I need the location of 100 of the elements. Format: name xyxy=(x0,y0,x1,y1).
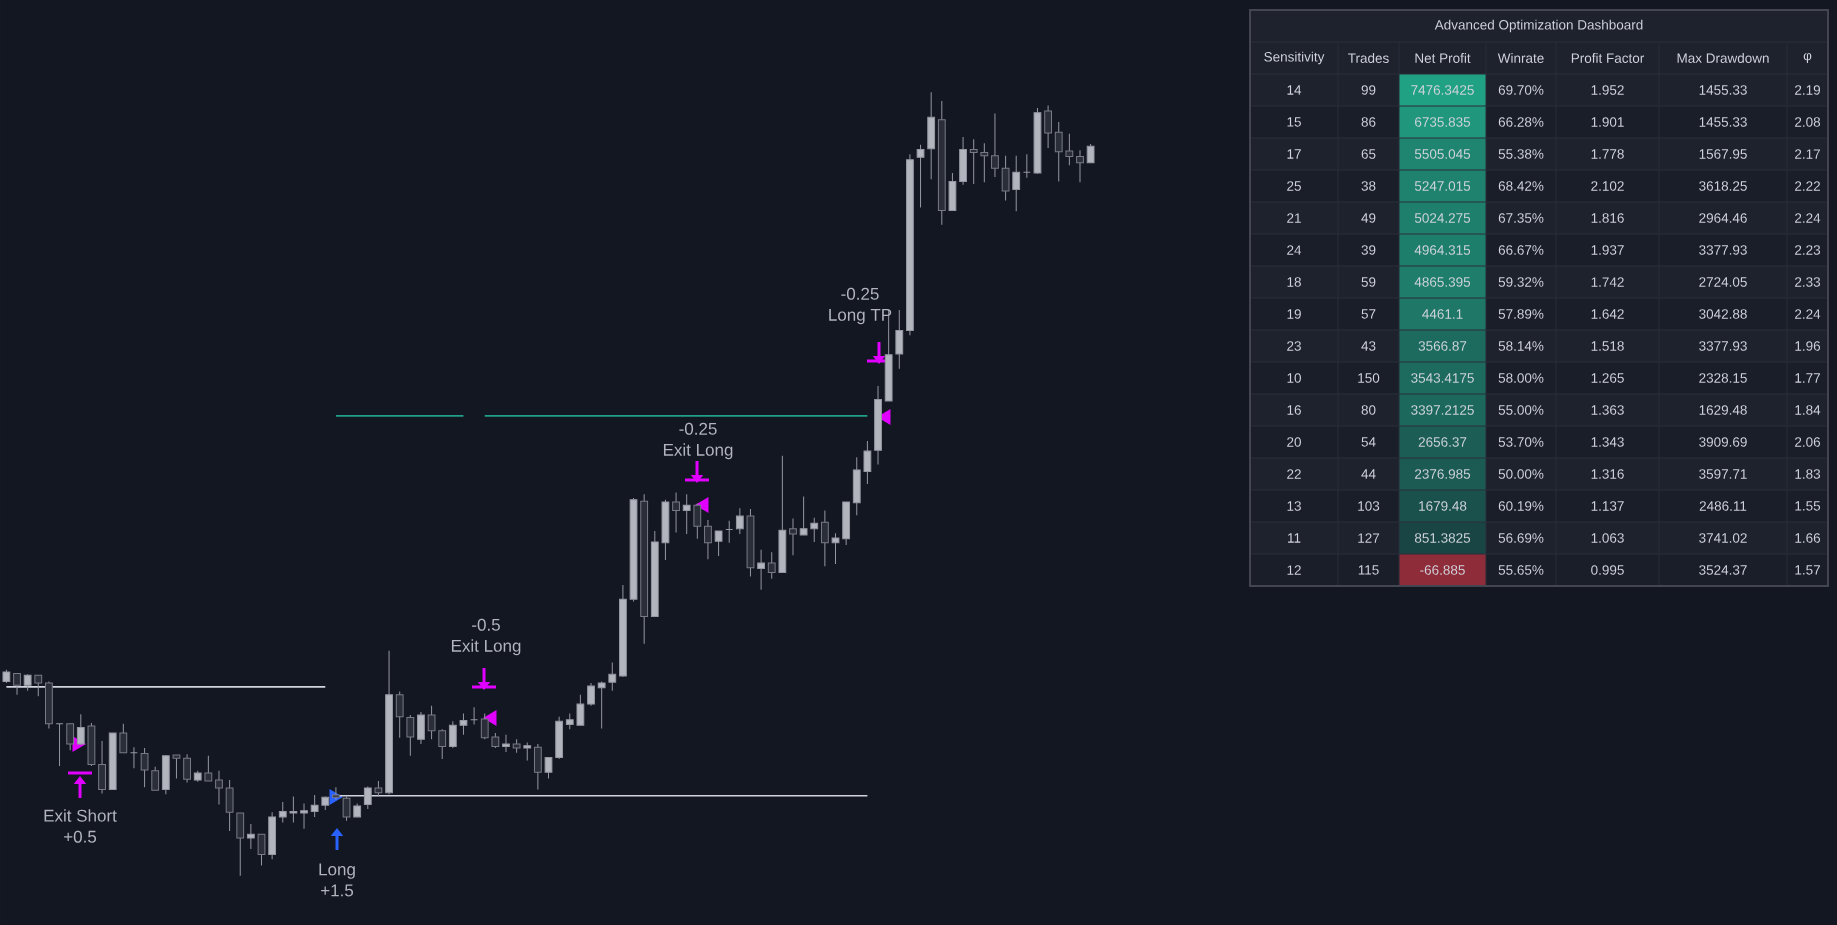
candlestick xyxy=(34,674,43,697)
annotation: Exit Long xyxy=(663,443,733,460)
text: 2964.46 xyxy=(1699,213,1747,223)
candlestick xyxy=(587,682,595,707)
candlestick xyxy=(757,549,765,591)
text: 1.343 xyxy=(1591,437,1624,447)
text: 80 xyxy=(1361,405,1376,415)
candlestick xyxy=(363,785,372,810)
candlestick xyxy=(820,510,829,567)
text: 2.19 xyxy=(1795,85,1821,95)
text: 1.57 xyxy=(1795,565,1820,575)
candlestick xyxy=(502,734,510,753)
text: 5247.015 xyxy=(1414,181,1471,191)
text: Advanced Optimization Dashboard xyxy=(1434,19,1643,33)
text: 19 xyxy=(1287,309,1301,319)
text: 127 xyxy=(1358,533,1380,543)
text: 3741.02 xyxy=(1699,533,1747,543)
candlestick xyxy=(119,723,128,754)
text: 0.995 xyxy=(1591,565,1624,575)
candlestick xyxy=(767,551,776,580)
candlestick xyxy=(682,493,691,535)
text: 1455.33 xyxy=(1699,85,1747,95)
text: 66.67% xyxy=(1498,245,1544,255)
candlestick xyxy=(395,691,404,739)
candlestick xyxy=(1012,155,1021,212)
text: 1.778 xyxy=(1591,149,1624,159)
text: 4461.1 xyxy=(1422,309,1463,319)
text: 1.83 xyxy=(1795,469,1821,479)
candlestick xyxy=(459,713,468,736)
candlestick xyxy=(1076,149,1084,183)
text: 3524.37 xyxy=(1699,565,1747,575)
text: 1567.95 xyxy=(1699,149,1747,159)
candlestick xyxy=(1001,155,1010,201)
text: -66.885 xyxy=(1420,565,1465,575)
candlestick xyxy=(789,517,797,556)
text: 3597.71 xyxy=(1699,469,1747,479)
candlestick xyxy=(576,694,585,726)
text: 2328.15 xyxy=(1699,373,1747,383)
text: 115 xyxy=(1358,565,1379,575)
annotation: -0.25 xyxy=(841,287,879,300)
candlestick xyxy=(257,833,266,866)
text: 68.42% xyxy=(1498,181,1544,191)
text: 1.96 xyxy=(1795,341,1821,351)
text: 103 xyxy=(1358,501,1380,511)
candlestick xyxy=(289,796,298,823)
candlestick xyxy=(544,756,553,780)
text: 14 xyxy=(1287,85,1302,95)
text: 5505.045 xyxy=(1414,149,1471,159)
candlestick xyxy=(810,517,819,543)
text: 2.24 xyxy=(1795,213,1821,223)
text: 50.00% xyxy=(1498,469,1544,479)
candlestick xyxy=(704,519,712,560)
category-label: Max Drawdown xyxy=(1677,53,1769,63)
candlestick xyxy=(406,714,415,757)
annotation: -0.25 xyxy=(679,422,717,435)
candlestick xyxy=(480,713,489,740)
text: 21 xyxy=(1287,213,1301,223)
candlestick xyxy=(799,496,808,536)
text: 58.14% xyxy=(1498,341,1544,351)
candlestick xyxy=(246,823,255,850)
text: 1.518 xyxy=(1591,341,1624,351)
candlestick xyxy=(895,309,904,370)
candlestick xyxy=(310,794,319,818)
candlestick xyxy=(831,532,840,565)
category-label: φ xyxy=(1803,52,1812,64)
text: 65 xyxy=(1361,149,1376,159)
category-label: Sensitivity xyxy=(1264,51,1325,65)
text: 39 xyxy=(1361,245,1376,255)
annotation: Exit Long xyxy=(451,639,521,656)
candlestick xyxy=(183,753,191,783)
text: 49 xyxy=(1361,213,1376,223)
candlestick xyxy=(863,440,872,485)
text: 2.102 xyxy=(1591,181,1624,191)
text: 59.32% xyxy=(1498,277,1544,287)
text: 3377.93 xyxy=(1699,341,1747,351)
text: 2.23 xyxy=(1795,245,1821,255)
candlestick xyxy=(278,801,287,823)
candlestick xyxy=(13,673,21,696)
text: 3566.87 xyxy=(1418,341,1467,351)
text: 2486.11 xyxy=(1699,501,1747,511)
candlestick xyxy=(215,770,223,805)
text: 38 xyxy=(1361,181,1376,191)
text: 24 xyxy=(1287,245,1302,255)
text: 1.816 xyxy=(1591,213,1624,223)
text: 2.24 xyxy=(1795,309,1821,319)
text: 1.316 xyxy=(1591,469,1624,479)
candlestick xyxy=(151,766,160,791)
text: 17 xyxy=(1287,149,1301,159)
text: 2724.05 xyxy=(1699,277,1747,287)
text: 13 xyxy=(1287,501,1301,511)
candlestick xyxy=(427,705,436,740)
candlestick xyxy=(916,144,925,208)
text: 3618.25 xyxy=(1699,181,1747,191)
text: 1.742 xyxy=(1591,277,1624,287)
text: 1.063 xyxy=(1591,533,1624,543)
text: 7476.3425 xyxy=(1411,85,1474,95)
text: 4964.315 xyxy=(1414,245,1471,255)
text: 23 xyxy=(1287,341,1301,351)
text: 2656.37 xyxy=(1418,437,1467,447)
text: 2.08 xyxy=(1795,117,1821,127)
